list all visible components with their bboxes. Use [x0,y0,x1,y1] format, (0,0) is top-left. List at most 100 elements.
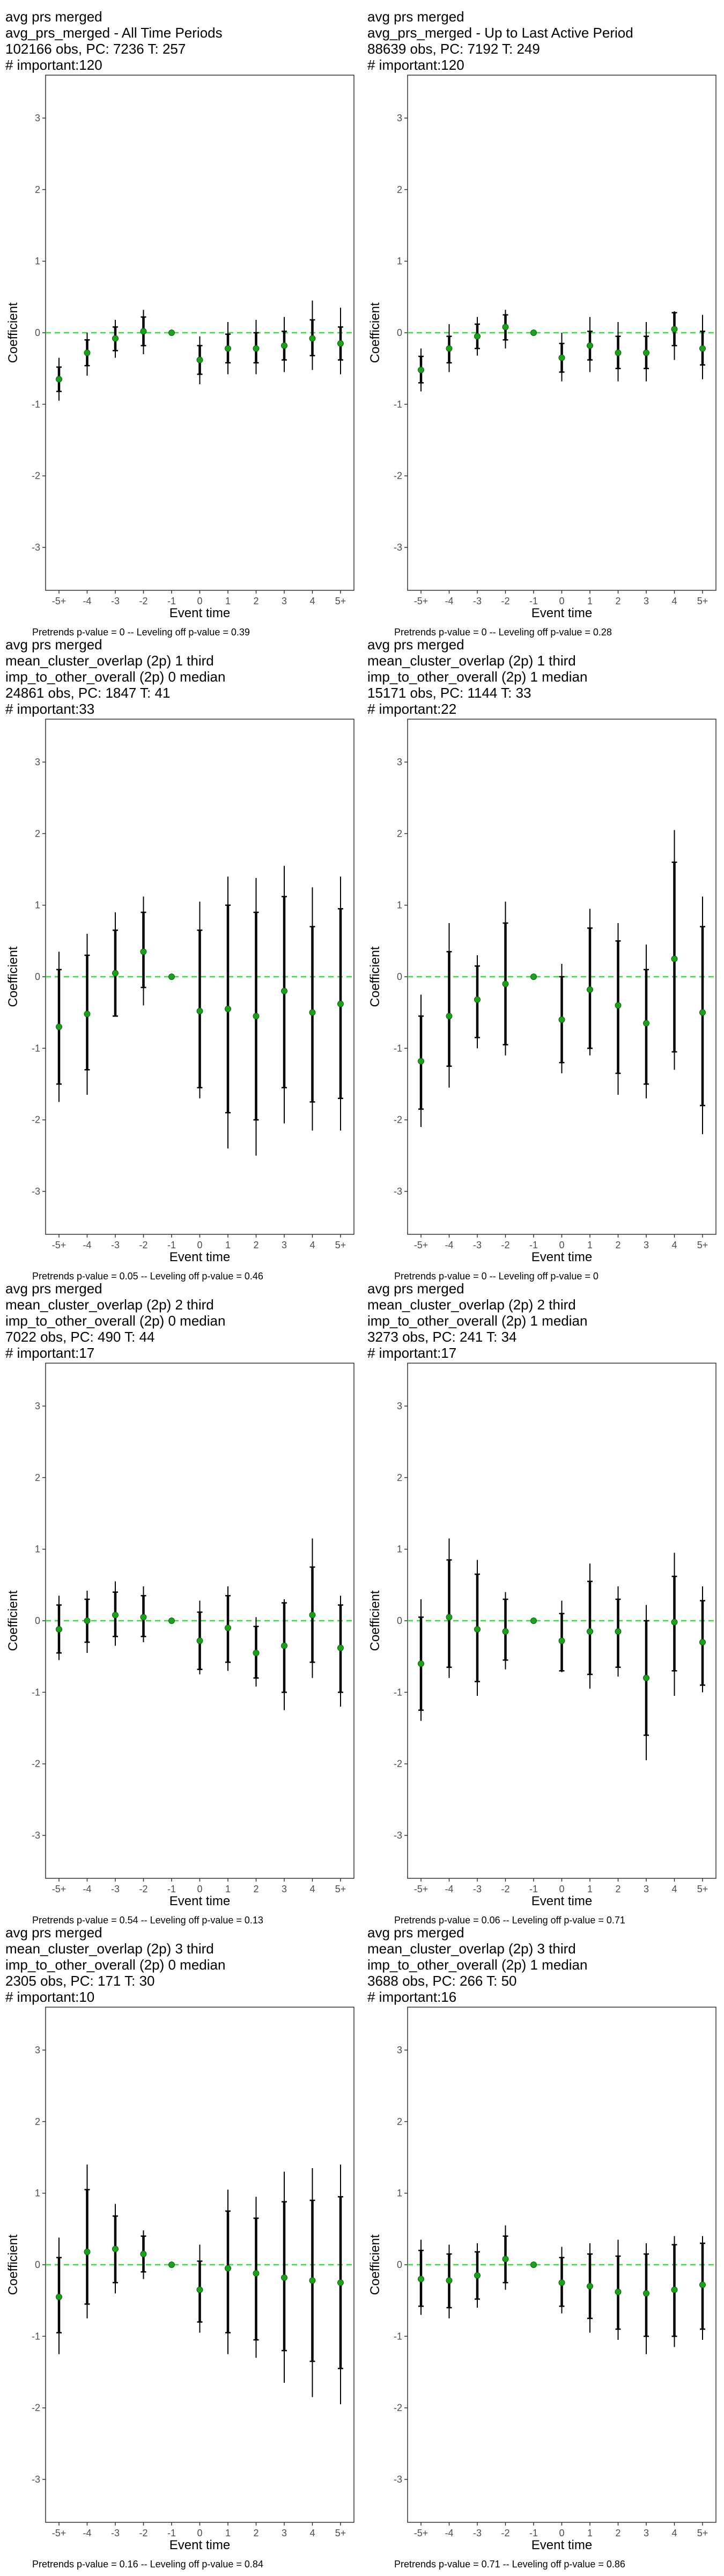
x-tick-label: 4 [309,596,315,606]
data-point-group [253,878,260,1156]
data-point-group [225,322,231,375]
point-estimate [502,2256,509,2263]
data-point-group [56,952,62,1102]
data-point-group [418,348,424,392]
chart-title-line: 24861 obs, PC: 1847 T: 41 [5,685,170,701]
x-tick-label: 3 [644,1884,649,1894]
y-tick-label: -1 [394,1687,402,1697]
point-estimate [699,345,706,352]
x-tick-label: 5+ [335,2528,346,2538]
data-point-group [615,923,622,1095]
point-estimate [84,1618,91,1624]
p-value-caption: Pretrends p-value = 0 -- Leveling off p-… [32,627,250,638]
chart-title-line: 102166 obs, PC: 7236 T: 257 [5,41,186,57]
point-estimate [309,2277,316,2284]
y-tick-label: -2 [32,1759,40,1769]
data-point-group [196,902,203,1099]
x-tick-label: 5+ [697,596,708,606]
chart-title-line: # important:17 [5,1345,94,1361]
point-estimate [699,2281,706,2288]
point-estimate [643,1674,649,1681]
x-axis-title: Event time [531,1250,592,1264]
data-point-group [281,317,287,372]
y-tick-label: 0 [397,971,402,982]
x-tick-label: -4 [445,596,453,606]
point-estimate [281,987,287,994]
y-tick-label: 1 [35,2188,40,2199]
point-estimate [56,2294,62,2300]
y-axis-title: Coefficient [6,302,20,363]
y-tick-label: -1 [32,2331,40,2341]
point-estimate [502,1628,509,1635]
chart-title-line: avg prs merged [5,1280,102,1297]
x-axis-title: Event time [531,2538,592,2552]
chart-title-line: 7022 obs, PC: 490 T: 44 [5,1329,155,1345]
data-point-group [337,308,344,375]
chart-title-line: avg_prs_merged - Up to Last Active Perio… [367,25,633,41]
point-estimate [337,2279,344,2286]
data-point-group [337,2164,344,2404]
x-tick-label: 4 [309,2528,315,2538]
data-point-group [643,945,649,1099]
y-tick-label: 0 [35,2259,40,2270]
point-estimate [418,1660,424,1667]
point-estimate [253,2270,260,2277]
y-tick-label: 2 [397,1472,402,1483]
data-point-group [502,310,509,349]
y-tick-label: -1 [32,399,40,409]
point-estimate [337,1644,344,1651]
y-tick-label: 1 [397,1544,402,1555]
data-point-group [474,317,481,356]
x-tick-label: -1 [529,2528,538,2538]
data-point-group [615,1586,622,1677]
data-point-group [309,887,316,1131]
data-point-group [643,1605,649,1760]
x-tick-label: -5+ [414,1884,429,1894]
x-tick-label: 4 [671,2528,677,2538]
x-tick-label: 4 [671,596,677,606]
x-tick-label: -1 [167,1240,176,1250]
data-point-group [615,2240,622,2340]
chart-title-line: mean_cluster_overlap (2p) 2 third [367,1297,576,1313]
point-estimate [309,1612,316,1619]
x-tick-label: -3 [111,2528,120,2538]
chart-title-line: # important:120 [5,57,102,73]
x-tick-label: 3 [282,2528,287,2538]
point-estimate [253,1650,260,1656]
x-tick-label: 5+ [697,1240,708,1250]
point-estimate [168,2262,175,2268]
x-tick-label: -2 [501,1240,509,1250]
point-estimate [56,1023,62,1030]
x-tick-label: 1 [587,596,593,606]
data-point-group [446,1538,453,1678]
point-estimate [502,980,509,987]
point-estimate [671,2286,678,2293]
x-axis-title: Event time [531,1894,592,1908]
point-estimate [530,330,537,336]
point-estimate [56,1626,62,1633]
x-tick-label: -5+ [52,1884,67,1894]
point-estimate [281,1642,287,1649]
x-tick-label: -2 [139,2528,147,2538]
point-estimate [446,345,453,352]
y-tick-label: 2 [35,828,40,839]
data-point-group [699,896,706,1135]
x-tick-label: 2 [615,2528,620,2538]
y-tick-label: -1 [394,1043,402,1053]
y-tick-label: 2 [397,828,402,839]
x-tick-label: -1 [167,2528,176,2538]
y-tick-label: 0 [35,971,40,982]
data-point-group [253,1617,260,1687]
data-point-group [56,357,62,401]
point-estimate [587,1628,593,1635]
x-tick-label: 1 [587,1240,593,1250]
chart-title-line: imp_to_other_overall (2p) 0 median [5,1313,225,1329]
x-tick-label: 1 [225,1240,231,1250]
point-estimate [530,974,537,980]
chart-title-line: avg prs merged [5,9,102,25]
point-estimate [196,1637,203,1644]
x-tick-label: -1 [167,596,176,606]
x-tick-label: 2 [253,1884,258,1894]
